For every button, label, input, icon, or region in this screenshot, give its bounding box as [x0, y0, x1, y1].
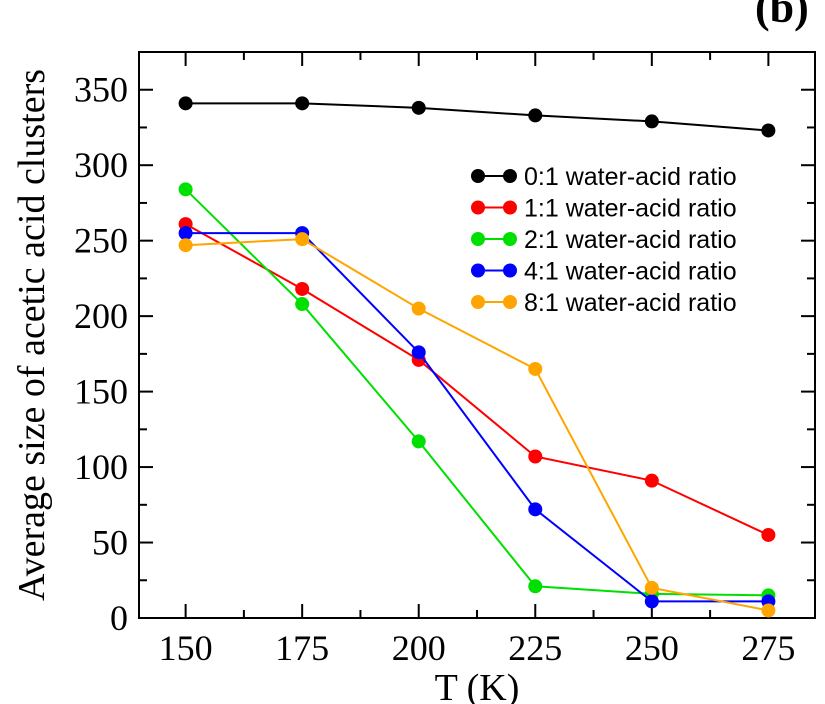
data-point	[411, 100, 426, 115]
y-tick-label: 150	[74, 372, 128, 412]
x-tick-label: 175	[275, 628, 329, 668]
series-line	[185, 238, 769, 612]
data-point	[644, 114, 659, 129]
panel-label: (b)	[755, 0, 809, 32]
legend-marker	[471, 295, 485, 309]
y-tick-label: 300	[74, 145, 128, 185]
x-tick-label: 225	[508, 628, 562, 668]
data-point	[761, 123, 776, 138]
data-point	[761, 603, 776, 618]
x-tick-label: 275	[741, 628, 795, 668]
y-tick-label: 50	[92, 523, 128, 563]
series-line	[185, 102, 769, 132]
y-tick-label: 100	[74, 447, 128, 487]
legend-label: 0:1 water-acid ratio	[524, 163, 737, 191]
data-point	[178, 226, 193, 241]
data-point	[295, 281, 310, 296]
x-axis: 150 175 200 225 250 275	[159, 52, 795, 668]
series-line	[185, 223, 769, 536]
x-tick-label: 150	[159, 628, 213, 668]
legend-marker	[503, 263, 517, 278]
data-point	[178, 238, 193, 253]
legend-label: 2:1 water-acid ratio	[524, 226, 737, 254]
y-tick-label: 200	[74, 296, 128, 336]
x-tick-label: 250	[625, 628, 679, 668]
legend-marker	[503, 232, 517, 246]
legend-label: 4:1 water-acid ratio	[524, 258, 737, 286]
data-point	[528, 108, 543, 123]
data-point	[411, 434, 426, 449]
y-tick-label: 350	[74, 70, 128, 110]
legend: 0:1 water-acid ratio 1:1 water-acid ratio…	[471, 163, 737, 317]
data-point	[528, 449, 543, 464]
data-point	[295, 96, 310, 111]
data-point	[528, 579, 543, 594]
y-axis-title: Average size of acetic acid clusters	[11, 69, 53, 601]
data-point	[761, 527, 776, 542]
legend-marker	[503, 169, 517, 183]
series-line	[184, 188, 769, 597]
data-point	[528, 502, 543, 517]
plot-frame	[138, 51, 816, 619]
y-tick-label: 250	[74, 221, 128, 261]
series-group	[178, 96, 776, 618]
legend-marker	[471, 232, 485, 246]
legend-marker	[471, 263, 485, 278]
legend-marker	[503, 295, 517, 309]
x-tick-label: 200	[392, 628, 446, 668]
series-line	[185, 232, 769, 603]
y-tick-label: 0	[110, 598, 128, 638]
x-axis-title: T (K)	[435, 667, 520, 704]
data-point	[178, 182, 193, 197]
data-point	[644, 473, 659, 488]
legend-label: 8:1 water-acid ratio	[524, 289, 737, 317]
data-point	[644, 594, 659, 609]
legend-marker	[503, 200, 517, 215]
legend-marker	[471, 200, 485, 215]
data-point	[411, 345, 426, 360]
data-point	[178, 96, 193, 111]
data-point	[644, 580, 659, 595]
y-axis: 0 50 100 150 200 250 300 350	[74, 70, 815, 638]
data-point	[528, 361, 543, 376]
data-point	[295, 297, 310, 312]
data-point	[411, 301, 426, 316]
data-point	[295, 232, 310, 247]
legend-marker	[471, 169, 485, 183]
legend-label: 1:1 water-acid ratio	[524, 195, 737, 223]
